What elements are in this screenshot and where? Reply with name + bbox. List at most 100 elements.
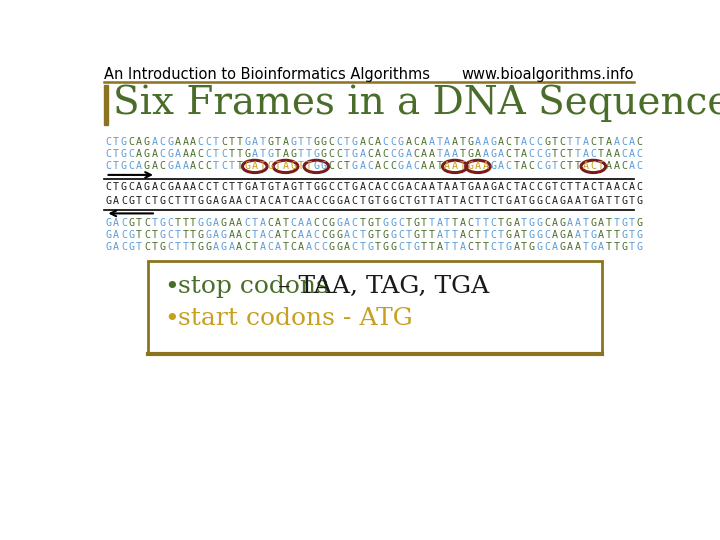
Text: T: T: [275, 149, 281, 159]
Text: A: A: [190, 182, 196, 192]
Text: A: A: [305, 230, 312, 240]
Text: T: T: [428, 196, 435, 206]
Text: C: C: [382, 137, 389, 147]
Text: G: G: [336, 218, 342, 228]
Text: C: C: [505, 149, 512, 159]
Text: C: C: [413, 182, 419, 192]
Text: A: A: [459, 230, 465, 240]
Text: G: G: [328, 218, 335, 228]
Text: T: T: [444, 196, 450, 206]
Text: C: C: [121, 196, 127, 206]
Text: A: A: [182, 182, 189, 192]
Text: A: A: [421, 161, 427, 171]
Text: T: T: [498, 242, 504, 252]
Text: G: G: [198, 218, 204, 228]
Text: T: T: [475, 218, 481, 228]
Text: T: T: [298, 149, 304, 159]
Text: A: A: [405, 182, 412, 192]
Text: T: T: [498, 230, 504, 240]
Text: C: C: [413, 137, 419, 147]
Text: T: T: [428, 230, 435, 240]
Text: A: A: [259, 196, 266, 206]
Text: T: T: [113, 149, 120, 159]
Text: C: C: [590, 161, 596, 171]
Text: T: T: [629, 242, 635, 252]
Text: G: G: [636, 196, 642, 206]
Text: C: C: [244, 196, 250, 206]
Text: G: G: [336, 242, 342, 252]
Text: T: T: [575, 137, 581, 147]
Text: T: T: [475, 242, 481, 252]
Text: A: A: [252, 137, 258, 147]
Text: A: A: [421, 149, 427, 159]
Text: A: A: [282, 137, 289, 147]
Text: T: T: [482, 230, 489, 240]
Text: T: T: [451, 242, 458, 252]
Text: T: T: [305, 137, 312, 147]
Text: G: G: [244, 182, 250, 192]
Text: C: C: [328, 161, 335, 171]
Text: A: A: [598, 196, 604, 206]
Text: C: C: [198, 149, 204, 159]
Text: G: G: [106, 242, 112, 252]
Text: T: T: [136, 230, 143, 240]
Text: C: C: [198, 161, 204, 171]
Text: T: T: [606, 196, 612, 206]
Text: A: A: [428, 137, 435, 147]
Text: G: G: [144, 149, 150, 159]
Text: C: C: [536, 161, 542, 171]
Text: A: A: [275, 218, 281, 228]
Text: C: C: [321, 218, 327, 228]
Text: A: A: [613, 149, 619, 159]
Text: A: A: [344, 242, 350, 252]
Text: T: T: [482, 196, 489, 206]
Text: T: T: [305, 182, 312, 192]
Text: G: G: [621, 230, 627, 240]
Text: C: C: [321, 230, 327, 240]
Text: T: T: [459, 149, 465, 159]
Text: C: C: [106, 161, 112, 171]
Text: T: T: [613, 230, 619, 240]
Text: G: G: [205, 242, 212, 252]
Text: C: C: [536, 182, 542, 192]
Text: G: G: [590, 218, 596, 228]
Text: A: A: [451, 149, 458, 159]
Text: G: G: [159, 218, 166, 228]
Text: G: G: [398, 137, 404, 147]
Text: T: T: [598, 161, 604, 171]
Text: G: G: [536, 196, 542, 206]
Text: G: G: [398, 182, 404, 192]
Text: C: C: [221, 161, 227, 171]
Text: A: A: [521, 137, 527, 147]
Text: T: T: [298, 182, 304, 192]
Text: T: T: [575, 161, 581, 171]
Text: G: G: [544, 149, 550, 159]
Text: C: C: [528, 149, 535, 159]
Text: G: G: [559, 218, 565, 228]
Text: G: G: [352, 161, 358, 171]
Text: C: C: [505, 161, 512, 171]
Text: T: T: [359, 242, 366, 252]
Text: G: G: [467, 182, 473, 192]
Text: T: T: [582, 196, 588, 206]
Text: G: G: [536, 242, 542, 252]
Text: C: C: [129, 137, 135, 147]
Text: A: A: [298, 196, 304, 206]
Text: T: T: [190, 242, 196, 252]
Text: G: G: [528, 196, 535, 206]
Text: A: A: [475, 149, 481, 159]
Text: T: T: [405, 218, 412, 228]
Text: C: C: [490, 242, 496, 252]
Text: A: A: [606, 137, 612, 147]
Text: C: C: [313, 196, 319, 206]
Text: G: G: [367, 242, 373, 252]
Text: C: C: [167, 242, 173, 252]
Text: G: G: [590, 242, 596, 252]
Text: T: T: [606, 218, 612, 228]
Text: C: C: [159, 149, 166, 159]
Text: G: G: [129, 218, 135, 228]
Text: C: C: [398, 196, 404, 206]
Text: A: A: [513, 242, 519, 252]
Text: A: A: [575, 230, 581, 240]
Text: C: C: [221, 137, 227, 147]
